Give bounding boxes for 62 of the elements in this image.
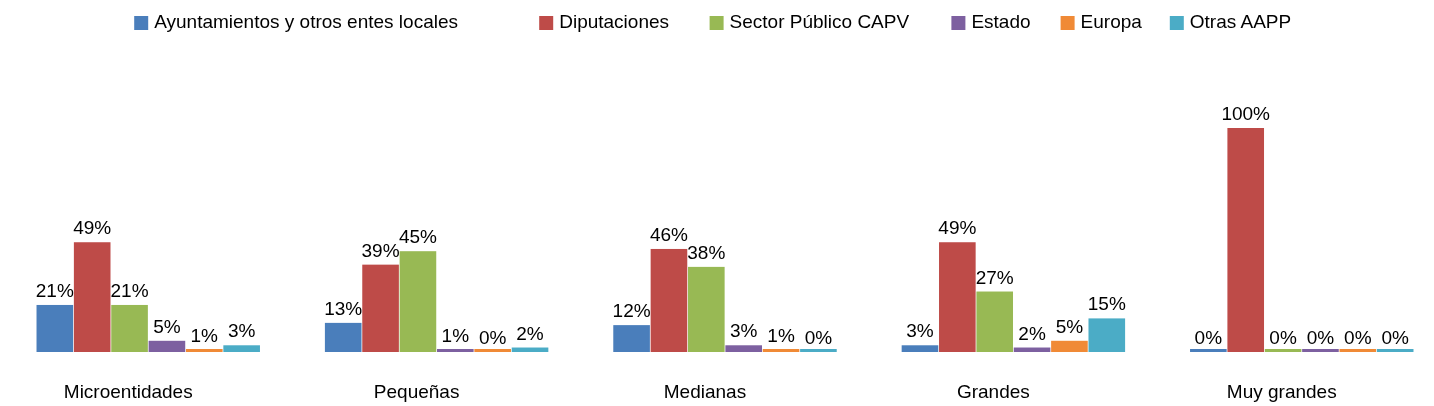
data-label: 2% bbox=[1018, 322, 1046, 344]
bar bbox=[73, 242, 111, 352]
data-label: 46% bbox=[649, 223, 689, 245]
bar bbox=[976, 291, 1014, 352]
data-label: 45% bbox=[398, 226, 438, 248]
bar bbox=[688, 266, 725, 352]
data-label: 0% bbox=[478, 327, 507, 348]
bar bbox=[725, 345, 762, 352]
data-label: 0% bbox=[1269, 327, 1297, 348]
data-label: 0% bbox=[1381, 327, 1410, 348]
bar bbox=[111, 304, 148, 352]
data-label: 5% bbox=[153, 315, 181, 337]
bar bbox=[324, 322, 362, 352]
bar bbox=[939, 242, 976, 352]
data-label: 38% bbox=[687, 241, 726, 263]
x-tick-label: Grandes bbox=[956, 381, 1030, 402]
legend-label: Otras AAPP bbox=[1189, 11, 1292, 32]
bar bbox=[1051, 340, 1088, 352]
data-label: 3% bbox=[729, 320, 758, 342]
data-label: 1% bbox=[441, 324, 470, 346]
bar bbox=[1088, 318, 1126, 352]
x-tick-label: Pequeñas bbox=[373, 381, 460, 402]
bar bbox=[613, 325, 650, 352]
bar bbox=[901, 345, 939, 352]
data-label: 3% bbox=[906, 320, 934, 342]
data-label: 0% bbox=[1194, 327, 1223, 348]
legend-label: Estado bbox=[971, 11, 1031, 32]
data-label: 21% bbox=[110, 279, 149, 301]
data-label: 27% bbox=[975, 266, 1014, 288]
data-label: 13% bbox=[324, 297, 363, 319]
data-label: 21% bbox=[35, 279, 74, 301]
data-label: 5% bbox=[1055, 315, 1084, 337]
legend-label: Europa bbox=[1080, 11, 1143, 32]
x-tick-label: Microentidades bbox=[63, 381, 193, 402]
x-tick-label: Muy grandes bbox=[1226, 381, 1337, 402]
data-label: 0% bbox=[804, 327, 833, 348]
bar bbox=[436, 349, 474, 352]
bar bbox=[223, 345, 260, 352]
data-label: 2% bbox=[516, 322, 544, 344]
data-label: 49% bbox=[938, 217, 977, 239]
data-label: 49% bbox=[73, 217, 112, 239]
bar bbox=[650, 248, 688, 352]
data-label: 100% bbox=[1221, 103, 1271, 124]
bar bbox=[36, 304, 74, 352]
bar bbox=[148, 340, 186, 352]
data-label: 39% bbox=[361, 239, 400, 261]
data-label: 3% bbox=[227, 320, 256, 342]
bar bbox=[1227, 128, 1265, 352]
legend-label: Diputaciones bbox=[559, 11, 670, 32]
bar bbox=[362, 264, 399, 352]
data-label: 1% bbox=[190, 324, 219, 346]
bar bbox=[185, 349, 223, 352]
bar bbox=[399, 251, 437, 352]
legend-label: Ayuntamientos y otros entes locales bbox=[154, 11, 459, 32]
data-label: 0% bbox=[1344, 327, 1372, 348]
bar bbox=[762, 349, 800, 352]
data-label: 0% bbox=[1306, 327, 1335, 348]
x-tick-label: Medianas bbox=[663, 381, 747, 402]
data-label: 1% bbox=[767, 324, 795, 346]
legend-label: Sector Público CAPV bbox=[729, 11, 910, 32]
data-label: 15% bbox=[1087, 293, 1126, 315]
data-label: 12% bbox=[612, 300, 651, 322]
